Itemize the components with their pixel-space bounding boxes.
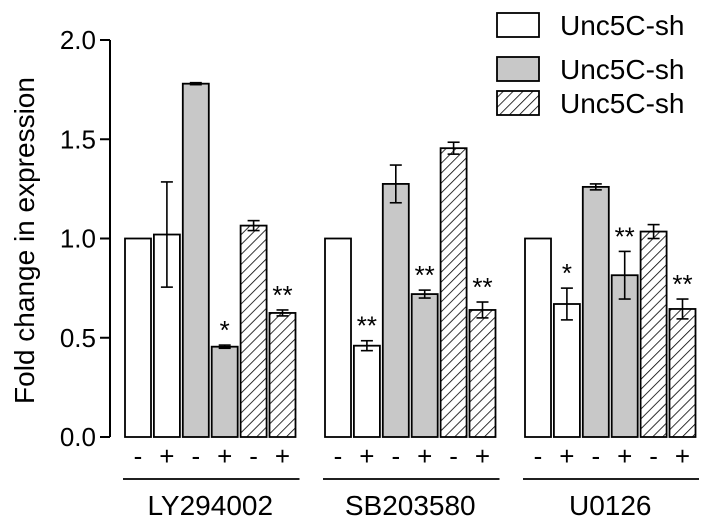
group-label: SB203580: [345, 490, 476, 521]
group-label: U0126: [569, 490, 652, 521]
legend-swatch: [496, 12, 540, 38]
y-axis-label: Fold change in expression: [9, 77, 40, 404]
y-tick-label: 1.0: [60, 224, 96, 254]
significance-label: **: [672, 269, 692, 299]
bar: [553, 303, 581, 438]
treatment-label: -: [134, 441, 143, 471]
treatment-label: -: [191, 441, 200, 471]
y-tick-label: 0.0: [60, 422, 96, 452]
bar: [668, 308, 697, 438]
group-label: LY294002: [147, 490, 273, 521]
significance-label: **: [472, 272, 492, 302]
bar: [639, 230, 668, 438]
significance-label: *: [562, 258, 572, 288]
labels: - + -*+ -**+LY294002-**+ -**+ -**+SB203580-*+…: [123, 221, 699, 521]
bar: [210, 345, 239, 438]
y-tick-label: 2.0: [60, 25, 96, 55]
legend-label: Unc5C-sh: [560, 88, 684, 119]
treatment-label: +: [475, 441, 490, 471]
y-tick-label: 0.5: [60, 323, 96, 353]
treatment-label: +: [417, 441, 432, 471]
treatment-label: -: [534, 441, 543, 471]
treatment-label: -: [591, 441, 600, 471]
treatment-label: -: [649, 441, 658, 471]
significance-label: **: [615, 221, 635, 251]
treatment-label: -: [334, 441, 343, 471]
treatment-label: +: [275, 441, 290, 471]
bar: [581, 185, 610, 438]
treatment-label: -: [449, 441, 458, 471]
bar: [239, 224, 268, 438]
legend-swatch: [496, 56, 540, 82]
bar: [324, 237, 352, 438]
bar: [352, 344, 381, 438]
legend-label: Unc5C-sh: [560, 54, 684, 85]
legend-label: Unc5C-sh: [560, 10, 684, 41]
bar: [181, 82, 210, 438]
bar: [468, 309, 497, 438]
treatment-label: +: [217, 441, 232, 471]
axes: 0.0 0.5 1.0 1.5 2.0 Fold change in expression: [9, 25, 111, 452]
treatment-label: +: [359, 441, 374, 471]
bar: [124, 237, 152, 438]
treatment-label: -: [391, 441, 400, 471]
significance-label: **: [357, 311, 377, 341]
legend-swatch: [496, 90, 540, 116]
significance-label: *: [220, 315, 230, 345]
treatment-label: -: [249, 441, 258, 471]
bars: [124, 81, 697, 438]
treatment-label: +: [559, 441, 574, 471]
bar: [410, 293, 439, 438]
significance-label: **: [415, 260, 435, 290]
treatment-label: +: [617, 441, 632, 471]
y-tick-label: 1.5: [60, 124, 96, 154]
bar: [381, 183, 410, 438]
significance-label: **: [272, 280, 292, 310]
bar: [439, 147, 468, 438]
bar: [524, 237, 552, 438]
bar: [268, 312, 297, 438]
bar: [610, 274, 639, 438]
treatment-label: +: [675, 441, 690, 471]
treatment-label: +: [159, 441, 174, 471]
